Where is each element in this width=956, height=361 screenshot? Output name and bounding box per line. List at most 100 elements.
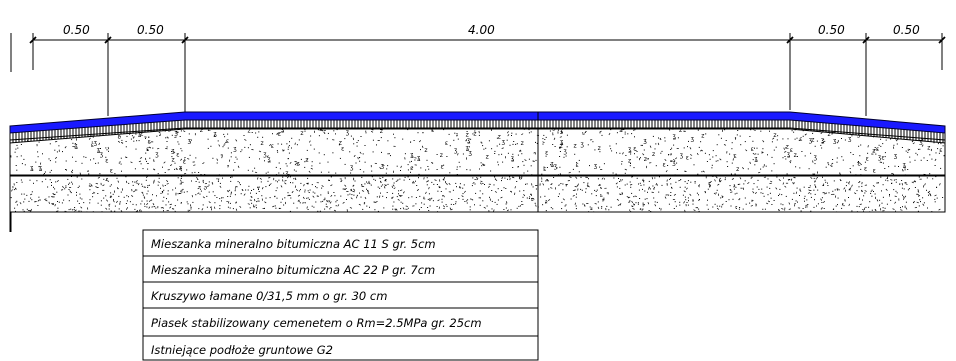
svg-text:ɛ: ɛ: [543, 166, 546, 173]
svg-text:z: z: [679, 127, 682, 134]
svg-text:z: z: [466, 131, 469, 138]
svg-text:ʓ: ʓ: [754, 156, 758, 163]
svg-text:ʒ: ʒ: [350, 164, 354, 171]
svg-text:z: z: [261, 140, 264, 147]
svg-text:z: z: [786, 144, 789, 151]
svg-text:z: z: [927, 145, 930, 152]
legend-row-binder-course: Mieszanka mineralno bitumiczna AC 22 P g…: [151, 263, 435, 277]
svg-text:ʒ: ʒ: [94, 140, 98, 147]
svg-text:ʓ: ʓ: [74, 143, 78, 150]
svg-text:ɛ: ɛ: [140, 131, 143, 138]
legend-row-aggregate-base: Kruszywo łamane 0/31,5 mm o gr. 30 cm: [151, 289, 387, 303]
svg-text:ɛ: ɛ: [753, 125, 756, 132]
svg-text:z: z: [278, 131, 281, 138]
svg-text:z: z: [560, 143, 563, 150]
dim-label-left-inner: 0.50: [137, 23, 164, 37]
svg-text:z: z: [574, 142, 577, 149]
dimension-line: [29, 33, 946, 116]
svg-text:ʒ: ʒ: [564, 148, 568, 155]
svg-text:ʒ: ʒ: [454, 147, 458, 154]
svg-text:ɛ: ɛ: [176, 151, 179, 158]
svg-text:ʓ: ʓ: [39, 165, 43, 172]
svg-text:ɛ: ɛ: [686, 154, 689, 161]
svg-text:ɛ: ɛ: [881, 154, 884, 161]
svg-text:ʓ: ʓ: [787, 151, 791, 158]
svg-text:ʒ: ʒ: [814, 154, 818, 161]
svg-text:z: z: [424, 147, 427, 154]
svg-text:z: z: [179, 165, 182, 172]
svg-text:ʒ: ʒ: [346, 129, 350, 136]
svg-text:z: z: [644, 156, 647, 163]
svg-text:z: z: [486, 154, 489, 161]
svg-text:ɛ: ɛ: [183, 159, 186, 166]
svg-text:ʒ: ʒ: [233, 146, 237, 153]
svg-text:ʓ: ʓ: [30, 165, 34, 172]
svg-text:ʒ: ʒ: [155, 151, 159, 158]
svg-text:ɛ: ɛ: [431, 127, 434, 134]
svg-text:ɛ: ɛ: [341, 146, 344, 153]
svg-text:ʒ: ʒ: [809, 137, 813, 144]
svg-text:z: z: [652, 151, 655, 158]
svg-text:ʒ: ʒ: [285, 170, 289, 177]
dim-label-carriageway: 4.00: [468, 23, 495, 37]
svg-text:z: z: [339, 140, 342, 147]
svg-text:z: z: [296, 161, 299, 168]
svg-text:z: z: [249, 124, 252, 131]
svg-text:ʒ: ʒ: [878, 154, 882, 161]
svg-text:ɛ: ɛ: [271, 143, 274, 150]
svg-text:ʓ: ʓ: [550, 161, 554, 168]
svg-text:ʒ: ʒ: [263, 151, 267, 158]
wearing-course-layer: [9, 111, 946, 134]
legend-row-wearing-course: Mieszanka mineralno bitumiczna AC 11 S g…: [151, 237, 436, 251]
svg-text:z: z: [811, 137, 814, 144]
svg-text:ʓ: ʓ: [410, 152, 414, 159]
svg-text:ʒ: ʒ: [554, 163, 558, 170]
svg-text:z: z: [172, 157, 175, 164]
svg-text:ɛ: ɛ: [734, 153, 737, 160]
svg-text:ʓ: ʓ: [619, 126, 623, 133]
svg-text:ʒ: ʒ: [628, 146, 632, 153]
svg-text:z: z: [773, 132, 776, 139]
svg-text:ɛ: ɛ: [226, 138, 229, 145]
svg-text:ʓ: ʓ: [281, 126, 285, 133]
svg-text:ɛ: ɛ: [118, 133, 121, 140]
svg-text:ʒ: ʒ: [581, 141, 585, 148]
svg-text:ʒ: ʒ: [848, 135, 852, 142]
svg-text:ɛ: ɛ: [633, 146, 636, 153]
svg-text:ɛ: ɛ: [576, 162, 579, 169]
svg-text:ɛ: ɛ: [799, 136, 802, 143]
svg-text:ʓ: ʓ: [138, 131, 142, 138]
svg-text:z: z: [598, 145, 601, 152]
svg-text:z: z: [498, 134, 501, 141]
svg-text:z: z: [200, 127, 203, 134]
svg-text:ʓ: ʓ: [97, 146, 101, 153]
svg-text:ʒ: ʒ: [919, 138, 923, 145]
svg-text:ʓ: ʓ: [673, 133, 677, 140]
svg-text:z: z: [794, 152, 797, 159]
svg-text:ʓ: ʓ: [903, 162, 907, 169]
svg-text:ʓ: ʓ: [821, 137, 825, 144]
svg-text:z: z: [208, 126, 211, 133]
dim-label-right-outer: 0.50: [893, 23, 920, 37]
svg-text:ʒ: ʒ: [502, 139, 506, 146]
svg-text:ʒ: ʒ: [171, 148, 175, 155]
svg-text:ʒ: ʒ: [691, 136, 695, 143]
svg-text:ʒ: ʒ: [100, 151, 104, 158]
svg-text:z: z: [473, 131, 476, 138]
svg-text:ʒ: ʒ: [469, 149, 473, 156]
dim-label-left-outer: 0.50: [63, 23, 90, 37]
svg-text:ɛ: ɛ: [445, 140, 448, 147]
legend-row-stabilized-sand: Piasek stabilizowany cemenetem o Rm=2.5M…: [151, 316, 482, 330]
svg-text:ʒ: ʒ: [833, 138, 837, 145]
stabilized-sand-layer: [9, 175, 946, 213]
svg-text:ʒ: ʒ: [213, 131, 217, 138]
svg-text:ʒ: ʒ: [381, 163, 385, 170]
svg-text:ɛ: ɛ: [663, 161, 666, 168]
svg-text:z: z: [701, 133, 704, 140]
svg-text:ʓ: ʓ: [417, 155, 421, 162]
svg-text:z: z: [300, 130, 303, 137]
svg-text:ɛ: ɛ: [873, 168, 876, 175]
svg-text:ɛ: ɛ: [110, 168, 113, 175]
svg-text:ʓ: ʓ: [319, 124, 323, 131]
svg-text:ɛ: ɛ: [751, 146, 754, 153]
